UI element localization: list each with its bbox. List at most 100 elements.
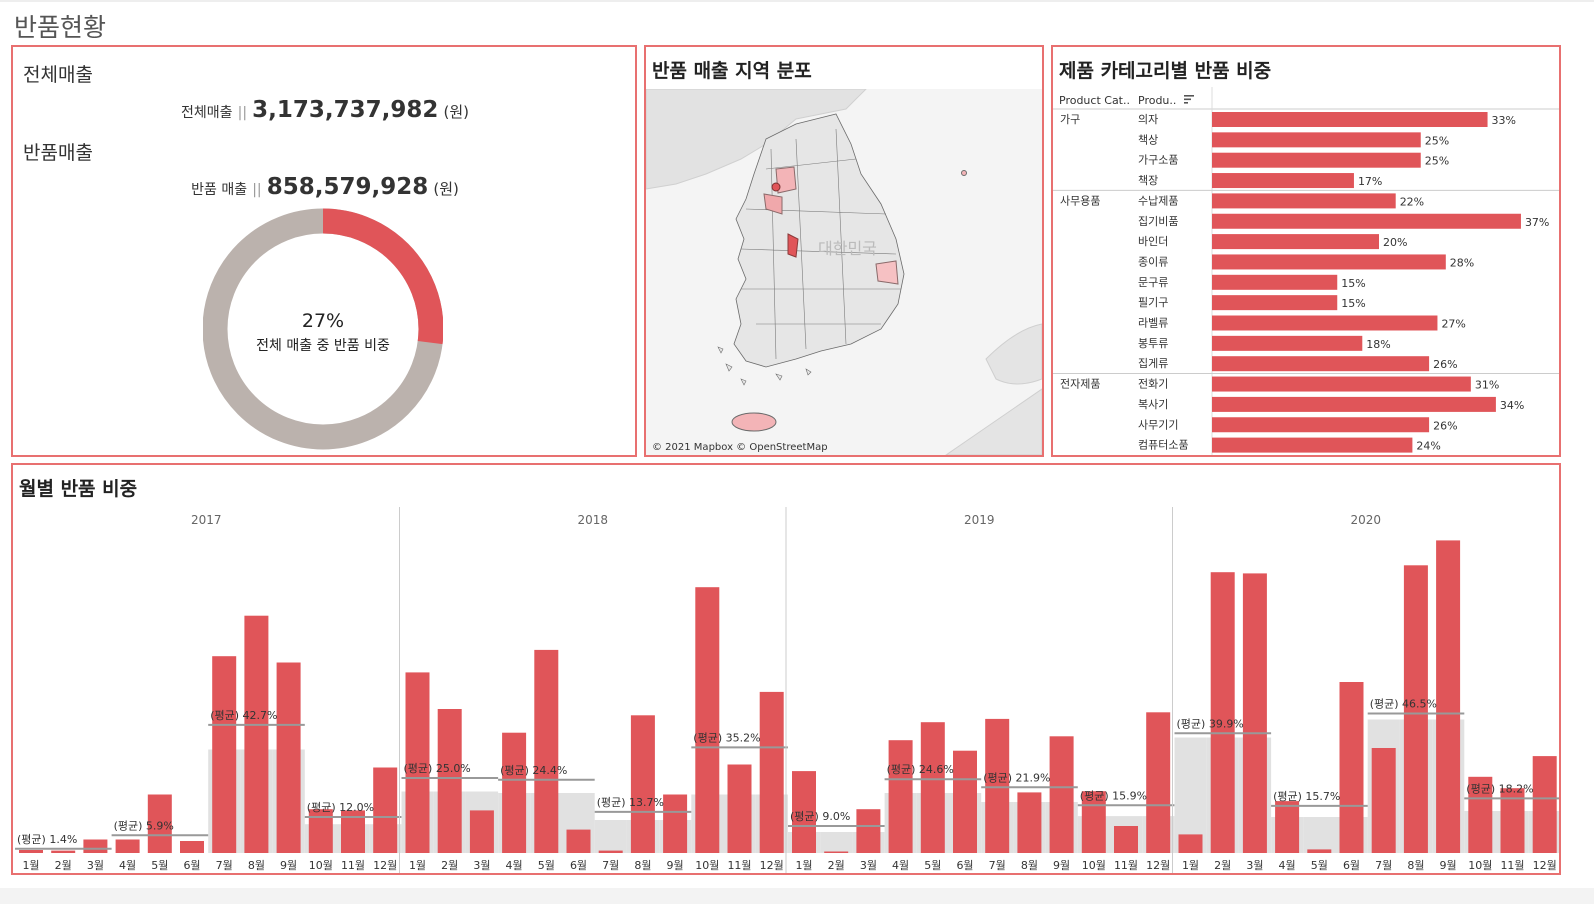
bottom-strip [0, 888, 1594, 904]
total-sales-background-bar [594, 820, 627, 853]
month-label: 10월 [1468, 859, 1492, 872]
monthly-return-bar [276, 662, 301, 853]
month-label: 3월 [1246, 859, 1263, 872]
monthly-return-bar [727, 764, 752, 853]
month-label: 9월 [1053, 859, 1070, 872]
subcategory-label: 수납제품 [1138, 194, 1178, 207]
return-sales-label: 반품 매출 [191, 182, 248, 198]
map-japan-land [945, 388, 1042, 455]
month-label: 5월 [924, 859, 941, 872]
map-attribution[interactable]: © 2021 Mapbox © OpenStreetMap [652, 442, 828, 453]
month-label: 12월 [373, 859, 397, 872]
month-label: 5월 [151, 859, 168, 872]
map-highlight-gyeonggi-region [763, 193, 783, 215]
month-label: 6월 [956, 859, 973, 872]
month-label: 9월 [1440, 859, 1457, 872]
month-label: 5월 [1311, 859, 1328, 872]
category-bar-value: 17% [1358, 175, 1382, 188]
map-highlight-chungbuk-region [787, 233, 799, 258]
category-bar-value: 28% [1450, 256, 1474, 269]
quarter-average-label: (평균) 1.4% [17, 833, 77, 846]
category-bar-value: 37% [1525, 216, 1549, 229]
return-sales-line: 반품 매출 || 858,579,928 (원) [25, 174, 625, 200]
monthly-return-bar [1339, 682, 1364, 853]
category-bar [1212, 295, 1338, 311]
monthly-return-bar [212, 656, 237, 853]
monthly-return-bar [920, 722, 945, 853]
map-seoul-point [771, 182, 781, 192]
subcategory-label: 책상 [1138, 133, 1158, 146]
monthly-return-bar [1178, 834, 1203, 853]
return-sales-separator: || [252, 182, 262, 198]
total-sales-background-bar [1174, 737, 1207, 853]
total-sales-background-bar [1303, 817, 1336, 853]
month-label: 11월 [727, 859, 751, 872]
monthly-return-bar [1403, 565, 1428, 853]
category-bar-value: 20% [1383, 236, 1407, 249]
year-header: 2020 [1350, 513, 1381, 527]
map-dokdo [961, 170, 967, 176]
monthly-return-bar [1049, 736, 1074, 853]
month-label: 12월 [1146, 859, 1170, 872]
product-subcategory-header[interactable]: Produ.. [1138, 94, 1177, 107]
subcategory-label: 집게류 [1138, 357, 1168, 370]
quarter-average-label: (평균) 25.0% [404, 762, 471, 775]
month-label: 11월 [1114, 859, 1138, 872]
total-sales-unit: (원) [443, 103, 469, 121]
return-sales-heading: 반품매출 [23, 142, 93, 164]
subcategory-label: 컴퓨터소품 [1138, 439, 1189, 452]
monthly-return-bar [598, 850, 623, 853]
month-label: 8월 [1407, 859, 1424, 872]
monthly-return-bar [856, 809, 881, 853]
monthly-return-bar [1532, 756, 1557, 853]
region-map[interactable]: 대한민국 [646, 89, 1042, 455]
quarter-average-label: (평균) 24.6% [887, 763, 954, 776]
month-label: 12월 [760, 859, 784, 872]
category-bar-value: 15% [1341, 277, 1365, 290]
month-label: 11월 [341, 859, 365, 872]
return-sales-value: 858,579,928 [266, 174, 429, 200]
sort-descending-icon[interactable] [1183, 94, 1195, 106]
monthly-return-bar [147, 794, 172, 853]
month-label: 5월 [538, 859, 555, 872]
monthly-return-bar [180, 841, 204, 853]
subcategory-label: 종이류 [1138, 255, 1168, 268]
quarter-average-label: (평균) 9.0% [790, 810, 850, 823]
month-label: 6월 [570, 859, 587, 872]
month-label: 4월 [119, 859, 136, 872]
monthly-return-bar [437, 709, 462, 853]
monthly-title: 월별 반품 비중 [19, 478, 138, 500]
monthly-return-bar [469, 810, 494, 853]
return-sales-unit: (원) [433, 180, 459, 198]
top-border [0, 0, 1594, 2]
quarter-average-label: (평균) 15.7% [1273, 790, 1340, 803]
map-highlight-pohang-region [875, 260, 899, 285]
month-label: 7월 [602, 859, 619, 872]
monthly-return-bar [405, 672, 430, 853]
category-bar-value: 26% [1433, 419, 1457, 432]
product-category-header[interactable]: Product Cat.. [1059, 94, 1130, 107]
map-south-islands [717, 346, 812, 386]
category-bar [1212, 234, 1379, 250]
kpi-panel: 전체매출 전체매출 || 3,173,737,982 (원) 반품매출 반품 매… [11, 45, 637, 457]
category-bar [1212, 335, 1363, 351]
category-bar [1212, 213, 1521, 229]
category-bar-value: 25% [1425, 134, 1449, 147]
dashboard-title: 반품현황 [14, 13, 107, 42]
subcategory-label: 필기구 [1138, 296, 1168, 309]
donut-chart: 27% 전체 매출 중 반품 비중 [203, 208, 443, 450]
category-bar [1212, 315, 1438, 331]
subcategory-label: 라벨류 [1138, 317, 1168, 330]
category-bar [1212, 417, 1430, 433]
category-bar [1212, 254, 1446, 270]
monthly-return-bar [566, 829, 591, 853]
monthly-return-bar [1210, 572, 1235, 853]
month-label: 7월 [216, 859, 233, 872]
monthly-return-bar [1242, 573, 1267, 853]
total-sales-separator: || [237, 105, 248, 121]
month-label: 2월 [828, 859, 845, 872]
category-bar [1212, 437, 1413, 453]
subcategory-label: 의자 [1138, 113, 1158, 126]
category-panel: 제품 카테고리별 반품 비중 Product Cat.. Produ.. 가구 의… [1051, 45, 1561, 457]
monthly-return-bar [1307, 849, 1332, 853]
